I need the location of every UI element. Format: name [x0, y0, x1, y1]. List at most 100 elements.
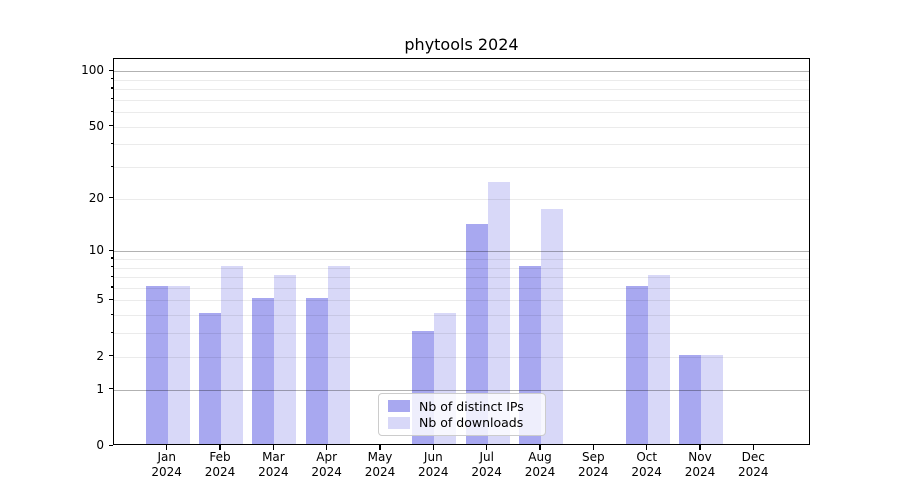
x-tick-label-month: Jun [423, 450, 443, 464]
chart-title: phytools 2024 [404, 35, 519, 54]
bar-downloads-mar [274, 275, 297, 444]
y-minor-tick-90 [110, 78, 113, 80]
x-tick-label-month: Mar [262, 450, 285, 464]
y-tick-label-0: 0 [96, 438, 104, 452]
bar-distinct-ips-feb [199, 313, 222, 444]
gridlines-layer [114, 59, 809, 444]
y-tick-20 [108, 197, 113, 199]
bar-distinct-ips-apr [305, 298, 328, 444]
x-tick-jul [486, 445, 488, 450]
x-tick-label-year: 2024 [471, 465, 502, 479]
x-tick-label-month: Jan [157, 450, 176, 464]
minor-gridline-6 [114, 287, 809, 289]
y-tick-2 [108, 355, 113, 357]
x-tick-label-month: Jul [479, 450, 494, 464]
x-tick-label-year: 2024 [684, 465, 716, 479]
x-tick-aug [539, 445, 541, 450]
minor-gridline-80 [114, 88, 809, 90]
bar-downloads-oct [647, 275, 670, 444]
x-tick-label-jul: Jul 2024 [455, 450, 519, 480]
minor-gridline-2 [114, 356, 809, 358]
x-tick-label-aug: Aug 2024 [508, 450, 572, 480]
bar-downloads-apr [327, 265, 350, 444]
x-tick-label-nov: Nov 2024 [668, 450, 732, 480]
minor-gridline-5 [114, 300, 809, 302]
x-tick-label-mar: Mar 2024 [241, 450, 305, 480]
y-tick-5 [108, 298, 113, 301]
plot-area [113, 58, 810, 445]
bar-downloads-aug [541, 209, 563, 444]
major-gridline-100 [114, 71, 809, 72]
x-tick-label-year: 2024 [524, 465, 556, 479]
x-tick-label-month: Dec [741, 450, 765, 464]
legend-swatch-distinct-ips [388, 400, 410, 413]
minor-gridline-70 [114, 99, 809, 101]
y-tick-label-1: 1 [96, 381, 104, 396]
x-tick-label-month: May [367, 450, 393, 464]
bar-distinct-ips-jul [465, 224, 488, 444]
major-gridline-1 [114, 389, 809, 391]
x-tick-apr [326, 445, 328, 450]
bar-distinct-ips-oct [625, 285, 648, 444]
x-tick-label-jun: Jun 2024 [401, 450, 465, 480]
y-tick-0 [108, 444, 113, 446]
minor-gridline-50 [114, 126, 809, 128]
bar-downloads-feb [221, 265, 244, 444]
x-tick-label-may: May 2024 [348, 450, 412, 480]
y-minor-tick-6 [110, 286, 113, 288]
y-tick-label-50: 50 [88, 118, 104, 133]
minor-gridline-30 [114, 167, 809, 168]
x-tick-label-year: 2024 [631, 465, 662, 479]
minor-gridline-60 [114, 112, 809, 113]
legend-label: Nb of distinct IPs [419, 398, 524, 414]
x-tick-label-year: 2024 [578, 465, 609, 479]
x-tick-label-jan: Jan 2024 [135, 450, 199, 480]
x-tick-label-sep: Sep 2024 [561, 450, 625, 480]
x-tick-label-year: 2024 [151, 465, 182, 479]
x-tick-label-month: Sep [581, 450, 605, 464]
y-tick-10 [108, 249, 113, 251]
y-minor-tick-9 [110, 257, 113, 259]
bar-downloads-jul [487, 182, 510, 444]
bar-distinct-ips-mar [252, 298, 275, 444]
x-tick-oct [646, 445, 648, 450]
minor-gridline-3 [114, 333, 809, 335]
bar-downloads-jan [167, 285, 190, 444]
y-tick-50 [108, 125, 113, 127]
x-tick-label-dec: Dec 2024 [721, 450, 785, 480]
minor-gridline-20 [114, 198, 809, 200]
x-tick-label-feb: Feb 2024 [188, 450, 252, 480]
x-tick-feb [219, 445, 221, 450]
legend-label: Nb of downloads [419, 415, 524, 431]
bar-distinct-ips-jan [145, 285, 168, 444]
minor-gridline-8 [114, 267, 809, 269]
x-tick-label-month: Feb [209, 450, 231, 464]
legend-item-distinct-ips: Nb of distinct IPs [388, 399, 536, 414]
y-tick-1 [108, 388, 113, 390]
x-tick-label-apr: Apr 2024 [295, 450, 359, 480]
x-tick-jun [432, 445, 434, 450]
y-minor-tick-40 [110, 142, 113, 144]
legend-item-downloads: Nb of downloads [388, 415, 536, 430]
minor-gridline-4 [114, 315, 809, 317]
x-tick-label-year: 2024 [738, 465, 769, 479]
x-tick-may [379, 445, 381, 450]
x-tick-label-oct: Oct 2024 [615, 450, 679, 480]
legend: Nb of distinct IPs Nb of downloads [378, 393, 546, 436]
x-tick-label-year: 2024 [311, 465, 342, 479]
minor-gridline-9 [114, 258, 809, 260]
y-minor-tick-7 [110, 275, 113, 277]
x-tick-label-month: Oct [636, 450, 658, 464]
y-minor-tick-3 [110, 331, 113, 334]
x-tick-label-month: Aug [528, 450, 552, 464]
x-tick-label-year: 2024 [364, 465, 396, 479]
x-tick-label-month: Nov [688, 450, 712, 464]
y-minor-tick-8 [110, 266, 113, 268]
y-tick-100 [108, 69, 113, 71]
y-minor-tick-60 [110, 110, 113, 112]
x-tick-nov [699, 445, 701, 450]
y-minor-tick-30 [110, 165, 113, 167]
bar-distinct-ips-nov [679, 354, 701, 444]
x-tick-label-year: 2024 [418, 465, 449, 479]
